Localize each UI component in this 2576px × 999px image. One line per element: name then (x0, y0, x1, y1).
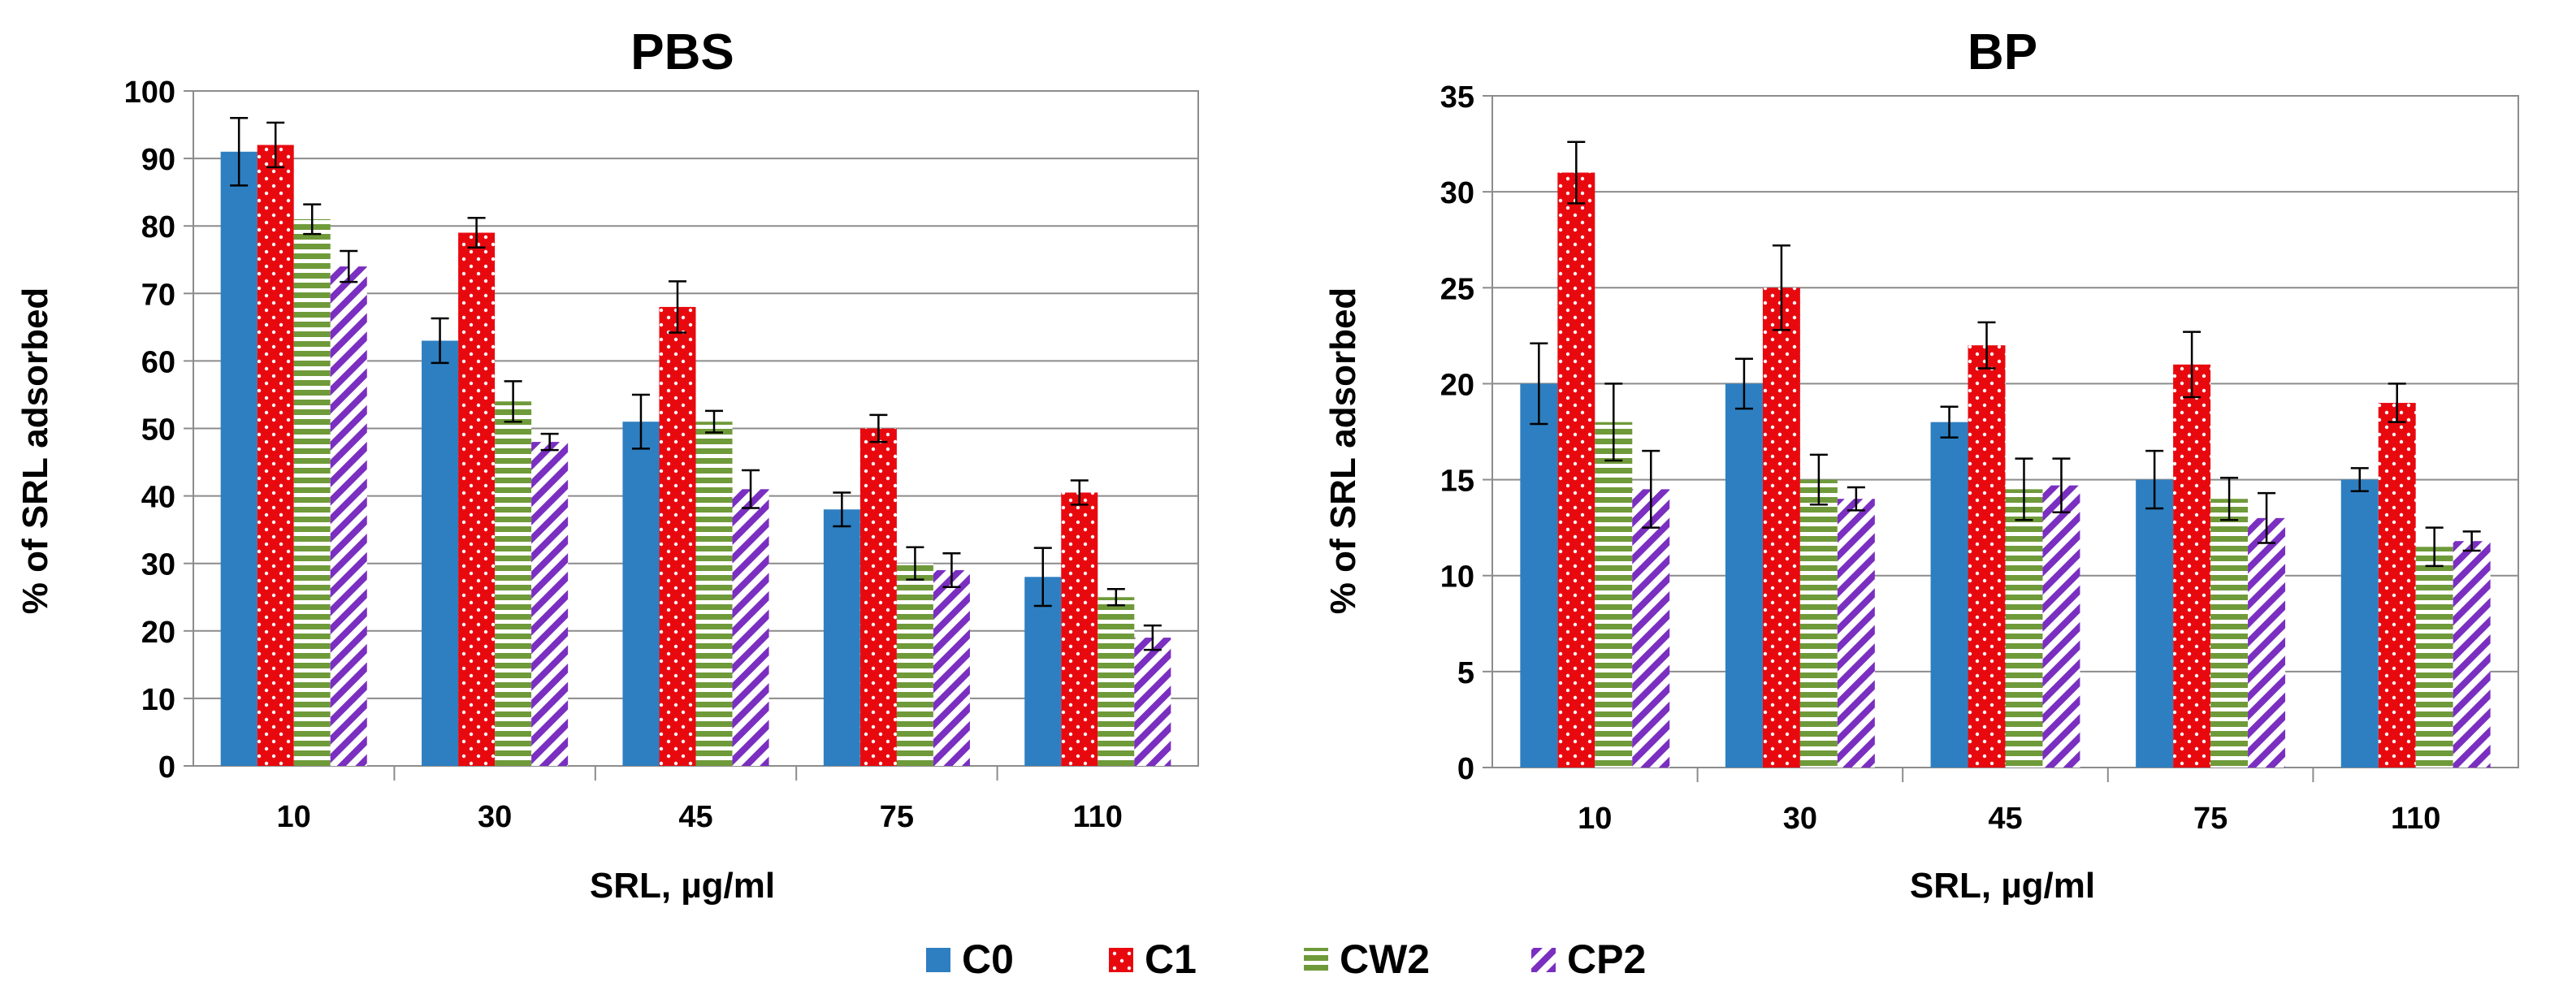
y-tick-label: 20 (1440, 368, 1474, 402)
bar-cw2 (2210, 499, 2249, 768)
bar-c0 (622, 422, 660, 766)
bar-cw2 (695, 422, 733, 766)
plot-area-pbs: 0 10 20 30 40 50 60 70 80 90 100 10 30 45 75 110 (124, 76, 1199, 834)
x-tick-label: 110 (2391, 802, 2440, 836)
bar-cp2 (531, 442, 569, 766)
bar-c0 (823, 509, 860, 766)
bar-cp2 (1837, 499, 1875, 768)
x-tick-label: 110 (1073, 800, 1123, 834)
bar-cw2 (1595, 422, 1633, 768)
bar-c0 (220, 151, 258, 767)
y-tick-label: 0 (1457, 752, 1474, 786)
y-tick-label: 80 (141, 210, 175, 244)
y-tick-label: 60 (141, 345, 175, 379)
y-tick-label: 70 (141, 278, 175, 312)
legend-swatch-cw2 (1304, 948, 1328, 972)
y-tick-label: 40 (141, 481, 175, 515)
bar-cp2 (2453, 541, 2491, 768)
bar-c1 (2378, 403, 2416, 768)
legend-label-c1: C1 (1145, 936, 1197, 982)
x-tick-label: 75 (880, 800, 914, 834)
y-tick-label: 30 (1440, 176, 1474, 210)
chart-title: BP (1968, 24, 2037, 80)
y-axis-title-group: % of SRL adsorbed (1323, 288, 1363, 615)
bar-cp2 (2248, 517, 2286, 768)
x-axis-title: SRL, µg/ml (590, 866, 775, 906)
bar-c1 (1762, 288, 1800, 768)
bar-c0 (1930, 422, 1968, 768)
bar-c0 (1520, 383, 1558, 768)
bar-c1 (1557, 172, 1595, 768)
y-tick-label: 5 (1457, 656, 1474, 690)
bar-cp2 (1632, 489, 1670, 768)
bar-cp2 (1134, 638, 1171, 766)
y-tick-label: 15 (1440, 465, 1474, 499)
legend-swatch-c0 (926, 948, 950, 972)
bar-cw2 (2005, 489, 2043, 768)
legend-label-cw2: CW2 (1340, 936, 1430, 982)
x-tick-label: 10 (1578, 802, 1612, 836)
bar-cw2 (1799, 479, 1838, 768)
chart-title: PBS (630, 24, 734, 80)
y-tick-label: 35 (1440, 80, 1474, 115)
y-axis-title: % of SRL adsorbed (15, 288, 55, 615)
bar-cp2 (330, 266, 367, 766)
y-tick-label: 20 (141, 616, 175, 650)
y-tick-label: 100 (124, 76, 175, 110)
legend-swatch-c1 (1109, 948, 1133, 972)
y-axis-title-group: % of SRL adsorbed (15, 288, 55, 615)
bar-c0 (2340, 479, 2379, 768)
y-axis-title: % of SRL adsorbed (1323, 288, 1363, 615)
bar-c1 (659, 306, 696, 766)
y-tick-label: 10 (141, 683, 175, 717)
bar-cp2 (933, 570, 970, 766)
legend-label-cp2: CP2 (1567, 936, 1646, 982)
legend-swatch-cp2 (1531, 948, 1556, 972)
x-axis-title: SRL, µg/ml (1910, 866, 2095, 906)
bar-c0 (422, 340, 459, 767)
bar-cp2 (2042, 485, 2080, 768)
y-tick-label: 30 (141, 548, 175, 582)
bar-c1 (458, 232, 496, 766)
x-tick-label: 10 (277, 800, 311, 834)
plot-area-bp: 0 5 10 15 20 25 30 35 10 30 45 75 110 (1440, 80, 2519, 836)
y-tick-label: 25 (1440, 272, 1474, 306)
x-tick-label: 45 (1988, 802, 2022, 836)
bar-c1 (1968, 345, 2006, 768)
bar-cp2 (732, 489, 769, 766)
x-tick-label: 75 (2193, 802, 2227, 836)
bar-cw2 (2415, 547, 2453, 768)
bar-c1 (1061, 492, 1098, 766)
x-tick-label: 30 (478, 800, 512, 834)
bar-c1 (257, 145, 294, 767)
y-tick-label: 50 (141, 413, 175, 448)
y-tick-label: 90 (141, 143, 175, 177)
bar-cw2 (896, 563, 933, 766)
bar-cw2 (1098, 597, 1135, 766)
bar-cw2 (495, 401, 532, 766)
bar-cw2 (293, 218, 331, 766)
legend-label-c0: C0 (962, 936, 1014, 982)
bar-c0 (1024, 577, 1062, 766)
bar-c0 (2136, 479, 2174, 768)
bar-c1 (859, 428, 897, 766)
x-tick-label: 30 (1783, 802, 1817, 836)
bar-c1 (2173, 364, 2211, 768)
y-tick-label: 10 (1440, 560, 1474, 595)
y-tick-label: 0 (158, 750, 175, 785)
legend: C0 C1 CW2 CP2 (926, 936, 1646, 982)
bar-c0 (1725, 383, 1763, 768)
chart-bp: BP % of SRL adsorbed SRL, µg/ml 0 5 10 15 20… (1323, 24, 2519, 906)
chart-pbs: PBS % of SRL adsorbed SRL, µg/ml 0 10 20 30… (15, 24, 1199, 906)
x-tick-label: 45 (678, 800, 712, 834)
